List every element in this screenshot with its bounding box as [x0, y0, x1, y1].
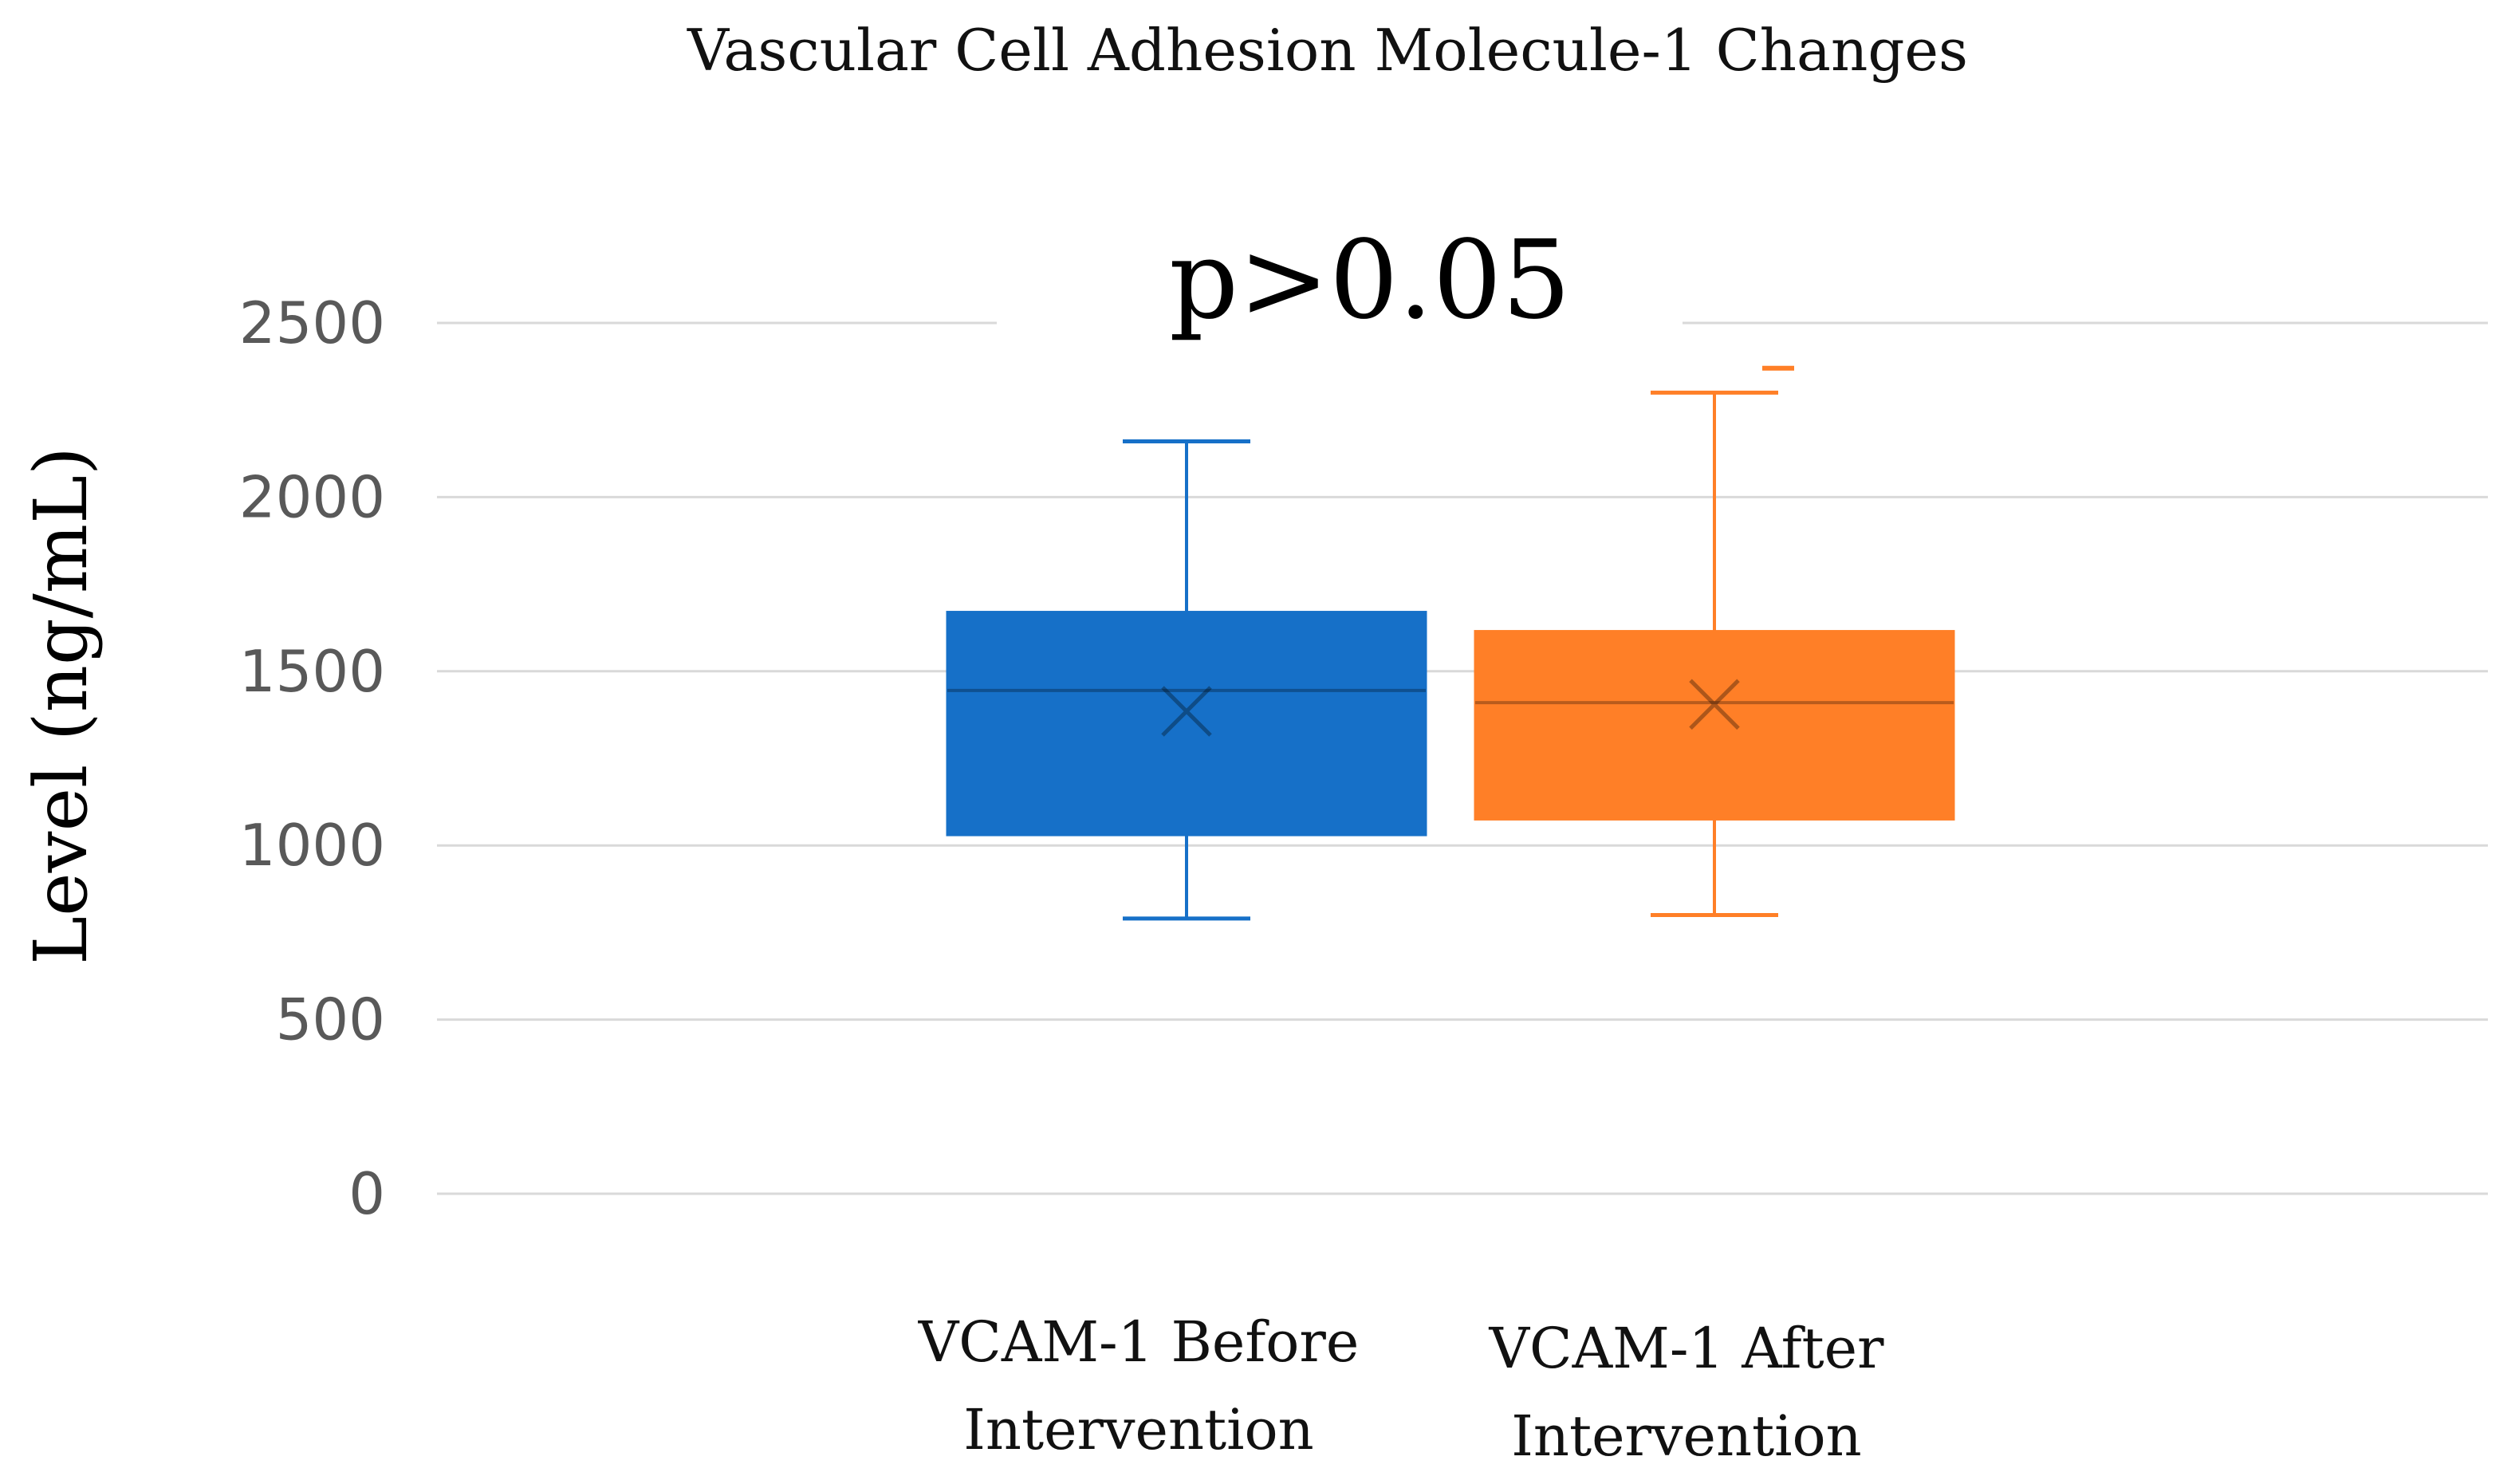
y-axis-ticks: 0 500 1000 1500 2000 2500 [239, 289, 385, 1227]
iqr-box [946, 611, 1427, 836]
category-labels: VCAM-1 Before Intervention VCAM-1 After Int… [918, 1309, 1884, 1469]
mean-marker [1161, 686, 1212, 737]
y-tick-label: 2500 [239, 289, 385, 356]
y-axis-label: Level (ng/mL) [18, 447, 104, 965]
category-label: VCAM-1 Before [918, 1309, 1360, 1375]
mean-marker [1689, 679, 1740, 730]
boxes [946, 365, 1955, 921]
y-tick-label: 0 [348, 1160, 385, 1227]
chart-title: Vascular Cell Adhesion Molecule-1 Change… [687, 17, 1968, 84]
y-tick-label: 2000 [239, 463, 385, 530]
y-tick-label: 1000 [239, 812, 385, 879]
y-tick-label: 1500 [239, 638, 385, 705]
box-group [946, 439, 1427, 921]
y-tick-label: 500 [276, 986, 385, 1053]
iqr-box [1474, 630, 1955, 821]
category-label: VCAM-1 After [1488, 1316, 1884, 1381]
category-label: Intervention [1511, 1403, 1862, 1469]
annotation-background [997, 215, 1683, 335]
box-group [1474, 365, 1955, 918]
category-label: Intervention [963, 1397, 1314, 1462]
p-value-annotation: p>0.05 [1169, 218, 1571, 344]
gridlines [437, 321, 2488, 1195]
